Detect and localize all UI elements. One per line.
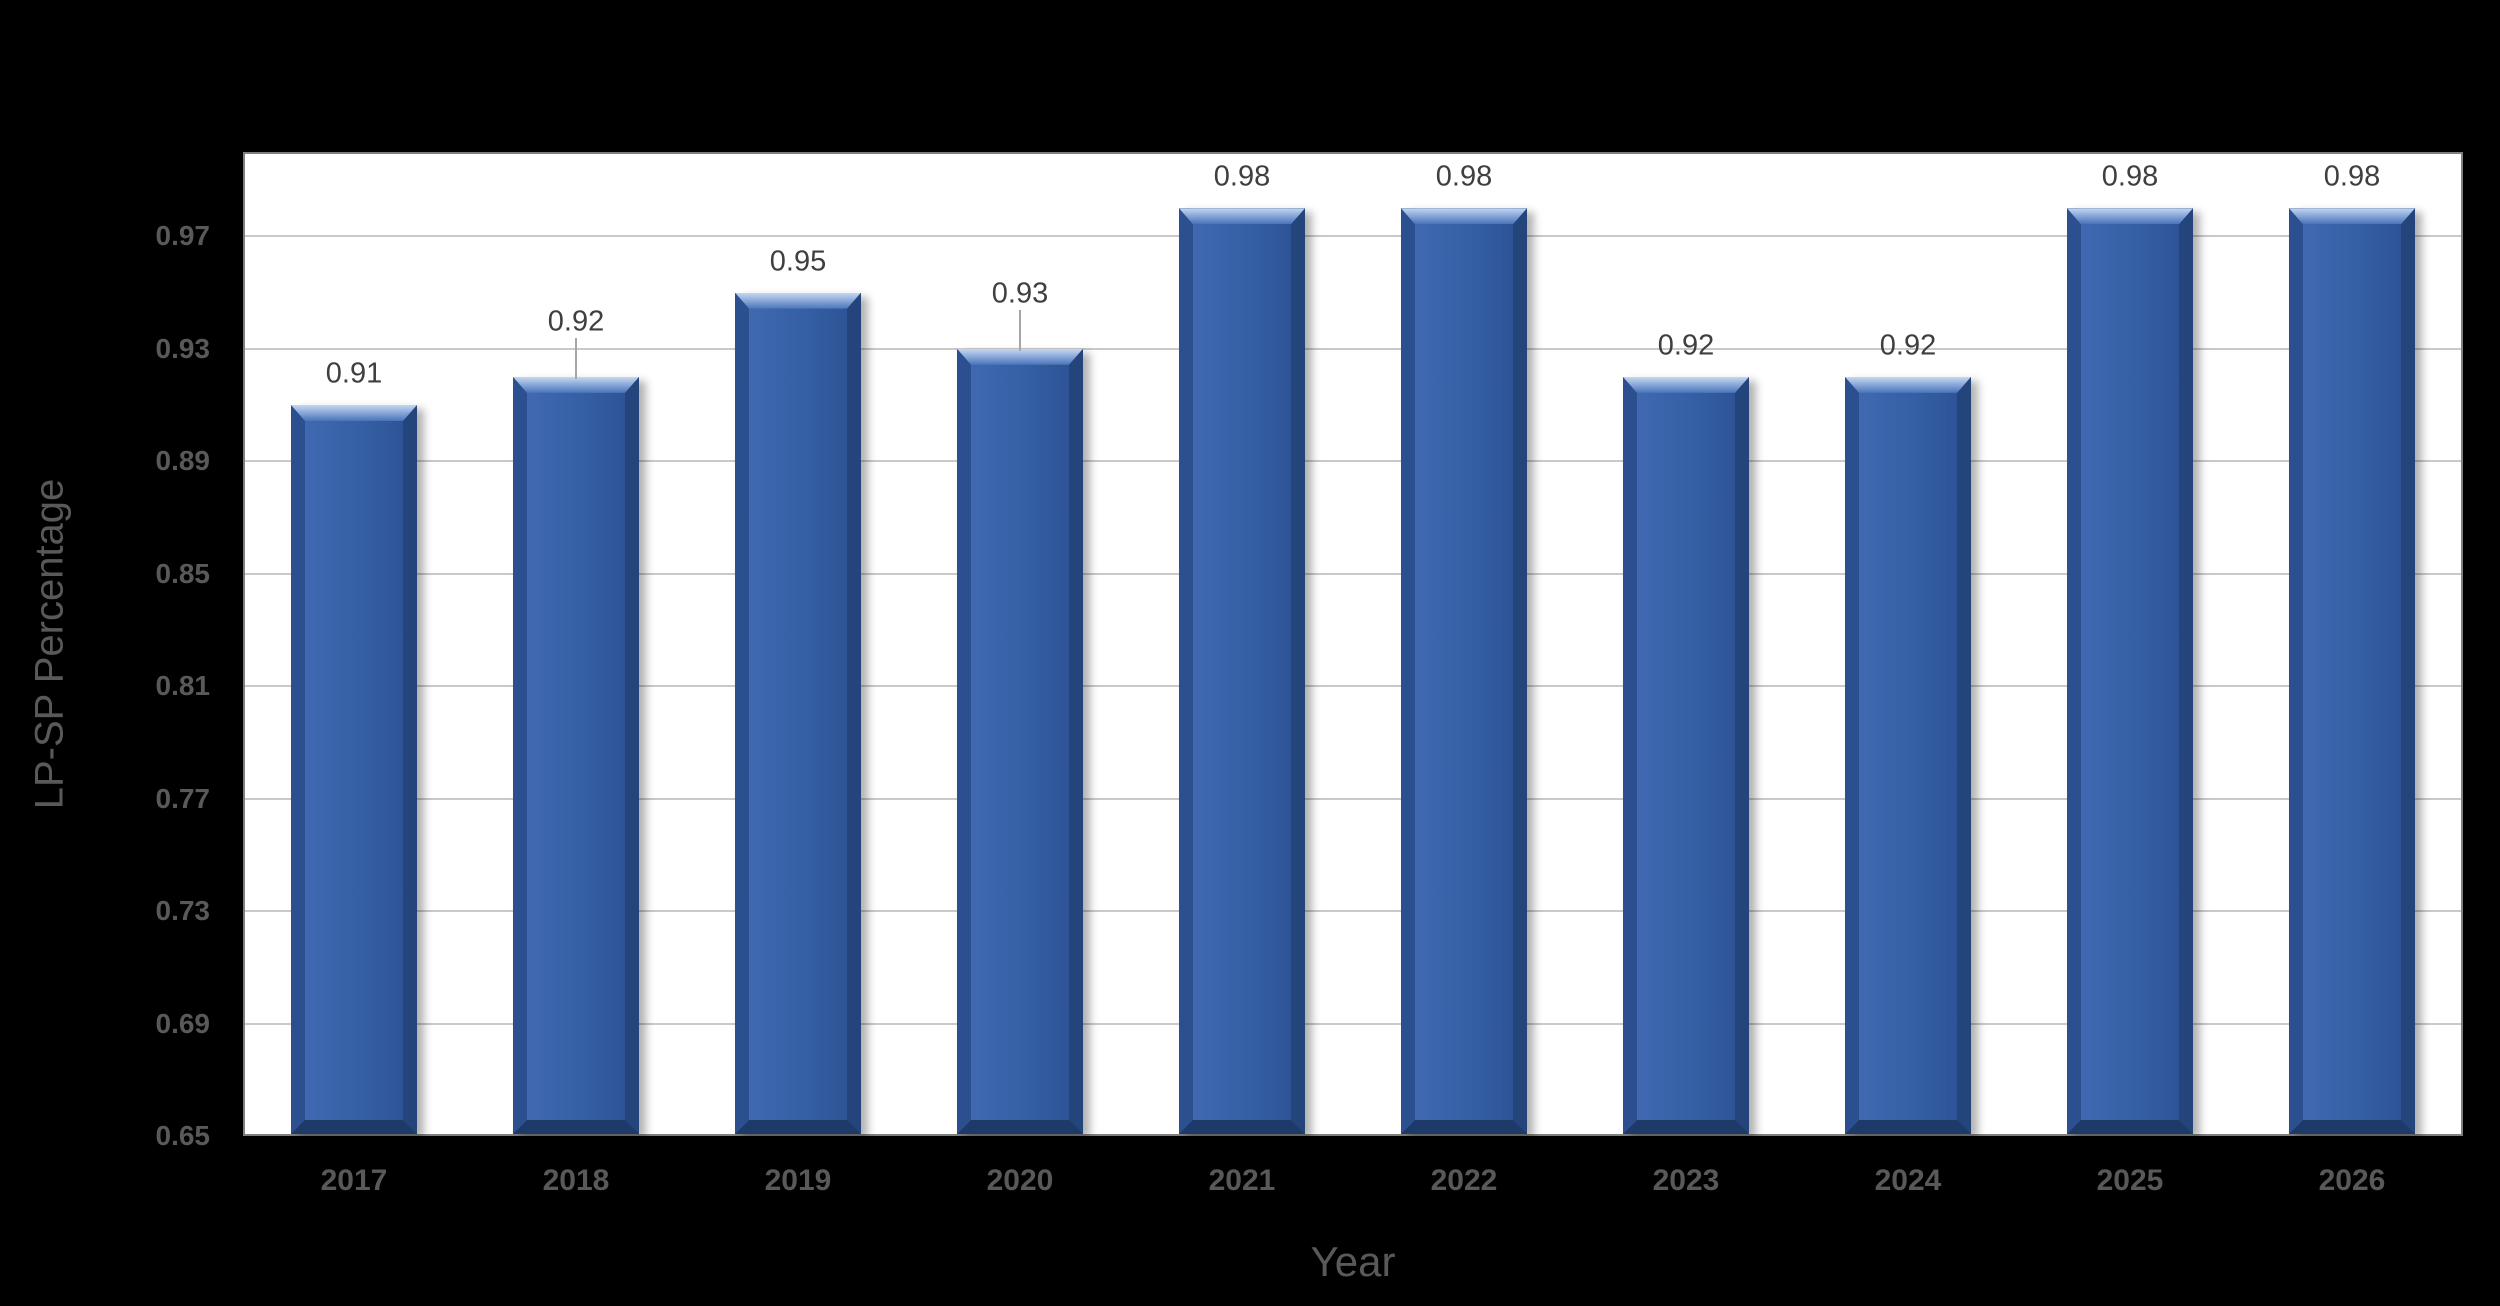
y-tick-label: 0.97	[155, 220, 211, 252]
x-tick-label: 2020	[986, 1164, 1054, 1197]
y-axis-title: LP-SP Percentage	[27, 478, 72, 810]
gridline	[245, 347, 2461, 350]
y-tick-label: 0.89	[155, 445, 211, 477]
leader-line	[1019, 309, 1021, 351]
x-tick-label: 2025	[2096, 1164, 2164, 1197]
x-tick-label: 2018	[542, 1164, 610, 1197]
bar-data-label: 0.98	[2101, 160, 2159, 193]
x-tick-label: 2026	[2318, 1164, 2386, 1197]
gridline	[245, 1022, 2461, 1025]
x-tick-label: 2019	[764, 1164, 832, 1197]
y-tick-label: 0.93	[155, 332, 211, 364]
bar	[1845, 376, 1971, 1134]
x-tick-label: 2022	[1430, 1164, 1498, 1197]
gridline	[245, 910, 2461, 913]
bar	[1401, 208, 1527, 1134]
gridline	[245, 685, 2461, 688]
bar	[513, 376, 639, 1134]
gridline	[245, 460, 2461, 463]
bar-data-label: 0.92	[1879, 329, 1937, 362]
bar-data-label: 0.93	[991, 277, 1049, 310]
bar	[1179, 208, 1305, 1134]
x-tick-label: 2023	[1652, 1164, 1720, 1197]
leader-line	[575, 337, 577, 379]
bar	[2289, 208, 2415, 1134]
gridline	[245, 235, 2461, 238]
gridline	[245, 572, 2461, 575]
bar-data-label: 0.98	[1435, 160, 1493, 193]
bar	[291, 405, 417, 1134]
x-axis-title: Year	[1310, 1238, 1396, 1285]
bar	[2067, 208, 2193, 1134]
bar-data-label: 0.98	[1213, 160, 1271, 193]
bar-data-label: 0.91	[325, 357, 383, 390]
y-tick-label: 0.65	[155, 1120, 211, 1151]
y-tick-label: 0.69	[155, 1007, 211, 1039]
y-tick-label: 0.85	[155, 557, 211, 589]
y-tick-label: 0.77	[155, 782, 211, 814]
bar-data-label: 0.98	[2323, 160, 2381, 193]
x-tick-label: 2017	[320, 1164, 388, 1197]
bar-data-label: 0.92	[1657, 329, 1715, 362]
y-tick-label: 0.81	[155, 670, 211, 702]
x-tick-label: 2024	[1874, 1164, 1942, 1197]
bar	[957, 348, 1083, 1134]
y-tick-label: 0.73	[155, 895, 211, 927]
bar-data-label: 0.95	[769, 245, 827, 278]
gridline	[245, 797, 2461, 800]
x-tick-label: 2021	[1208, 1164, 1276, 1197]
bar-data-label: 0.92	[547, 305, 605, 338]
bar	[1623, 376, 1749, 1134]
bar	[735, 292, 861, 1134]
